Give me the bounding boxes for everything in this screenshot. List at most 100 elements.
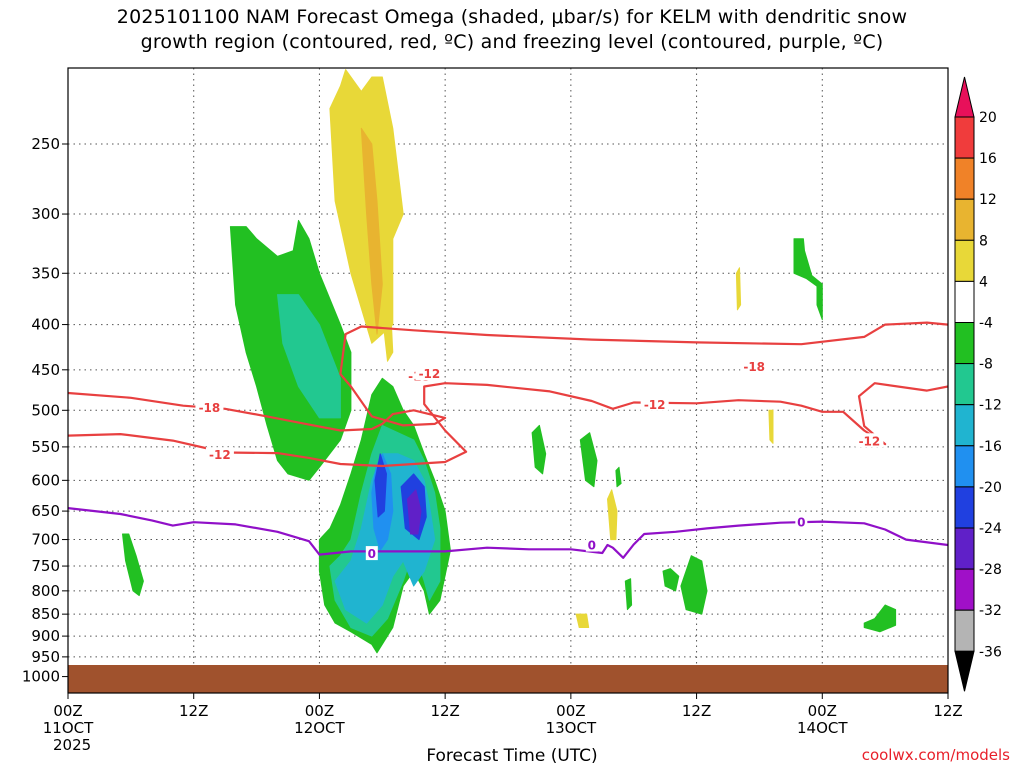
colorbar-label: -36 bbox=[979, 644, 1002, 660]
omega-region-small-yellow-4 bbox=[575, 613, 590, 628]
colorbar-label: -8 bbox=[979, 357, 993, 373]
contour-label-bg bbox=[740, 359, 769, 374]
y-tick-label: 950 bbox=[31, 648, 60, 666]
x-tick-label: 00Z bbox=[53, 702, 82, 720]
x-tick-label: 12Z bbox=[179, 702, 208, 720]
y-tick-label: 550 bbox=[31, 438, 60, 456]
chart-title-line1: 2025101100 NAM Forecast Omega (shaded, μ… bbox=[116, 6, 908, 28]
x-tick-label: 12Z bbox=[430, 702, 459, 720]
contour-label-0: 0 bbox=[368, 547, 376, 561]
omega-region-downdraft-west-teal bbox=[277, 294, 341, 419]
omega-region-updraft-core-orange bbox=[360, 127, 383, 335]
contour-label-minus12: -12 bbox=[419, 367, 441, 381]
ground-below-surface bbox=[68, 665, 948, 693]
omega-region-small-green-5 bbox=[624, 578, 633, 611]
contour-label-minus18: -18 bbox=[743, 360, 765, 374]
colorbar-bin bbox=[954, 445, 975, 488]
omega-region-small-green-4 bbox=[615, 466, 622, 488]
colorbar-bin bbox=[954, 404, 975, 447]
omega-region-small-green-9 bbox=[863, 604, 897, 633]
omega-region-small-green-1 bbox=[122, 533, 144, 597]
y-tick-label: 400 bbox=[31, 316, 60, 334]
colorbar-label: 16 bbox=[979, 151, 997, 167]
colorbar-label: 4 bbox=[979, 274, 988, 290]
omega-region-downdraft-core-west bbox=[374, 453, 387, 518]
contour-label-0: 0 bbox=[588, 539, 596, 553]
y-tick-label: 850 bbox=[31, 605, 60, 623]
colorbar-bin bbox=[954, 568, 975, 611]
y-tick-label: 450 bbox=[31, 361, 60, 379]
contour-label-minus12: -12 bbox=[859, 434, 881, 448]
y-tick-label: 350 bbox=[31, 264, 60, 282]
contour-minus18 bbox=[68, 321, 948, 432]
x-tick-label: 00Z bbox=[305, 702, 334, 720]
y-tick-label: 900 bbox=[31, 627, 60, 645]
y-tick-label: 600 bbox=[31, 471, 60, 489]
colorbar-bin bbox=[954, 486, 975, 529]
contour-label-0: 0 bbox=[797, 516, 805, 530]
omega-region-small-yellow-5 bbox=[381, 309, 394, 362]
colorbar-bin bbox=[954, 280, 975, 323]
colorbar: 20 16 12 8 4 -4 -8 -12 -16 -20 -24 -28 -32 -36 bbox=[954, 76, 1002, 692]
colorbar-bin bbox=[954, 609, 975, 652]
omega-region-small-yellow-1 bbox=[735, 267, 742, 311]
omega-region-small-green-3 bbox=[579, 432, 598, 488]
contour-label-bg bbox=[195, 399, 224, 414]
colorbar-bottom-arrow bbox=[954, 650, 975, 692]
colorbar-label: -20 bbox=[979, 480, 1002, 496]
contour-label-bg bbox=[640, 396, 669, 411]
x-axis-title: Forecast Time (UTC) bbox=[426, 746, 598, 766]
contour-label-minus12: -12 bbox=[209, 448, 231, 462]
chart-title-line2: growth region (contoured, red, ºC) and f… bbox=[140, 31, 884, 53]
omega-region-small-green-6 bbox=[662, 568, 680, 592]
y-tick-label: 800 bbox=[31, 582, 60, 600]
colorbar-bin bbox=[954, 322, 975, 365]
y-tick-label: 1000 bbox=[22, 668, 60, 686]
colorbar-bin bbox=[954, 198, 975, 241]
y-tick-label: 250 bbox=[31, 135, 60, 153]
contour-label-minus12: -12 bbox=[644, 398, 666, 412]
colorbar-bin bbox=[954, 157, 975, 200]
x-tick-label: 2025 bbox=[53, 736, 91, 754]
colorbar-label: 12 bbox=[979, 192, 997, 208]
omega-region-small-yellow-3 bbox=[607, 489, 618, 541]
colorbar-bin bbox=[954, 116, 975, 159]
credit-text[interactable]: coolwx.com/models bbox=[861, 746, 1010, 764]
x-tick-label: 12Z bbox=[933, 702, 962, 720]
y-tick-label: 750 bbox=[31, 557, 60, 575]
colorbar-label: -4 bbox=[979, 316, 993, 332]
x-tick-label: 00Z bbox=[808, 702, 837, 720]
contour-label-bg bbox=[365, 546, 378, 561]
contour-label-bg bbox=[415, 366, 444, 381]
y-tick-label: 700 bbox=[31, 531, 60, 549]
y-tick-label: 300 bbox=[31, 205, 60, 223]
omega-region-small-green-2 bbox=[531, 424, 547, 475]
contour-label-bg bbox=[585, 537, 598, 552]
contour-label-bg bbox=[205, 447, 234, 462]
omega-region-small-yellow-2 bbox=[768, 409, 774, 444]
colorbar-label: -32 bbox=[979, 603, 1002, 619]
colorbar-label: -16 bbox=[979, 439, 1002, 455]
colorbar-label: -24 bbox=[979, 521, 1002, 537]
omega-region-small-green-8 bbox=[793, 238, 823, 321]
colorbar-label: 20 bbox=[979, 110, 997, 126]
pressure-axis: 250 300 350 400 450 500 550 600 650 700 750 800 850 9… bbox=[22, 135, 68, 686]
omega-shading bbox=[122, 69, 897, 654]
colorbar-label: -12 bbox=[979, 398, 1002, 414]
contour-label-bg bbox=[795, 514, 808, 529]
colorbar-bin bbox=[954, 239, 975, 282]
colorbar-bin bbox=[954, 527, 975, 570]
x-tick-label: 11OCT bbox=[43, 719, 94, 737]
colorbar-bin bbox=[954, 363, 975, 406]
colorbar-label: -28 bbox=[979, 562, 1002, 578]
x-tick-label: 13OCT bbox=[546, 719, 597, 737]
x-tick-label: 12Z bbox=[682, 702, 711, 720]
x-tick-label: 12OCT bbox=[294, 719, 345, 737]
x-tick-label: 00Z bbox=[556, 702, 585, 720]
colorbar-top-arrow bbox=[954, 76, 975, 118]
omega-region-small-green-7 bbox=[680, 555, 708, 615]
contour-label-minus18: -18 bbox=[199, 401, 221, 415]
